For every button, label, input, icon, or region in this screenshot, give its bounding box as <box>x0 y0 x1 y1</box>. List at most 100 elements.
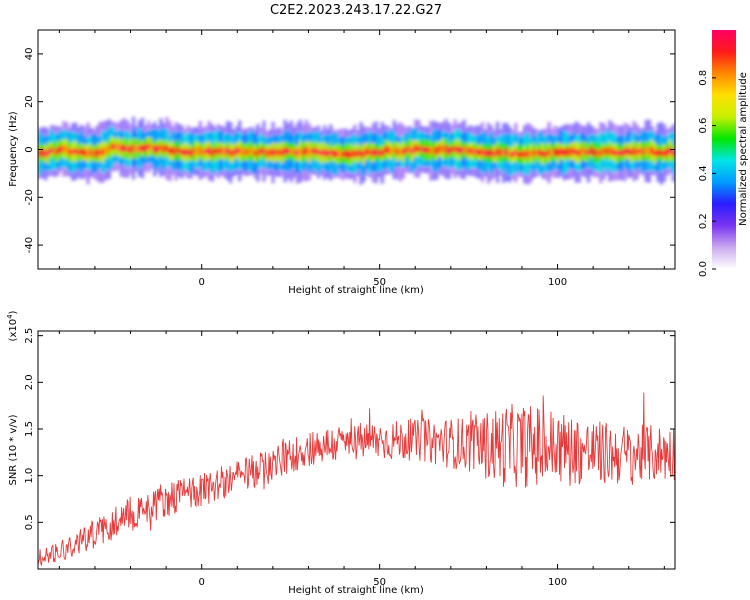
y-tick-label: 20 <box>24 95 35 108</box>
heatmap-cell <box>265 149 269 158</box>
heatmap-cell <box>532 149 536 156</box>
snr-scale-exponent: 4 <box>6 314 14 319</box>
heatmap-cell <box>429 147 433 155</box>
snr-xlabel: Height of straight line (km) <box>288 585 424 596</box>
y-tick-label: 1.5 <box>24 421 35 437</box>
heatmap-cell <box>435 146 439 155</box>
spectrogram-xlabel: Height of straight line (km) <box>288 285 424 296</box>
heatmap-cell <box>104 146 109 155</box>
heatmap-cell <box>244 148 248 156</box>
heatmap-cell <box>89 148 93 157</box>
heatmap-cells <box>38 116 675 185</box>
heatmap-cell <box>222 148 227 157</box>
heatmap-cell <box>589 146 594 155</box>
heatmap-cell <box>159 144 163 152</box>
heatmap-cell <box>583 148 588 156</box>
heatmap-cell <box>623 148 627 156</box>
y-tick-label: 0 <box>24 146 35 152</box>
heatmap-cell <box>553 147 557 156</box>
heatmap-cell <box>134 145 139 153</box>
colorbar-tick-label: 0.6 <box>698 118 709 134</box>
heatmap-cell <box>128 145 133 154</box>
heatmap-cell <box>595 149 600 158</box>
heatmap-cell <box>501 149 506 157</box>
heatmap-cell <box>541 150 545 158</box>
heatmap-cell <box>298 147 303 156</box>
spectrogram-heatmap <box>38 116 675 185</box>
heatmap-cell <box>389 148 394 155</box>
heatmap-cell <box>247 148 251 156</box>
heatmap-peak <box>155 147 161 151</box>
heatmap-cell <box>149 143 154 150</box>
heatmap-peak <box>670 151 675 155</box>
heatmap-cell <box>195 147 199 156</box>
x-tick-label: 100 <box>548 577 567 588</box>
heatmap-peak <box>218 149 225 153</box>
y-tick-label: -20 <box>24 189 35 205</box>
heatmap-cell <box>547 148 551 157</box>
heatmap-cell <box>250 147 254 155</box>
heatmap-cell <box>38 149 42 158</box>
y-tick-label: 0.5 <box>24 514 35 530</box>
heatmap-cell <box>377 149 381 157</box>
heatmap-cell <box>253 150 257 157</box>
x-tick-label: 0 <box>199 577 205 588</box>
colorbar-label: Normalized spectral amplitude <box>738 72 749 226</box>
heatmap-cell <box>174 147 178 156</box>
heatmap-cell <box>441 145 445 153</box>
heatmap-cell <box>77 149 81 156</box>
heatmap-cell <box>192 147 196 155</box>
heatmap-cell <box>171 146 175 155</box>
y-tick-label: 1.0 <box>24 468 35 484</box>
heatmap-cell <box>413 144 418 153</box>
heatmap-cell <box>277 148 281 156</box>
snr-frame <box>37 330 676 570</box>
heatmap-cell <box>662 149 667 157</box>
heatmap-cell <box>198 146 203 155</box>
heatmap-cell <box>331 149 336 158</box>
y-tick-label: 2.0 <box>24 374 35 390</box>
heatmap-cell <box>116 142 121 151</box>
heatmap-cell <box>347 150 351 159</box>
heatmap-cell <box>426 146 430 154</box>
colorbar-gradient <box>712 30 736 269</box>
spectrogram-ylabel: Frequency (Hz) <box>8 111 19 187</box>
x-tick-label: 50 <box>373 577 386 588</box>
heatmap-cell <box>216 148 221 155</box>
heatmap-cell <box>477 148 482 156</box>
heatmap-cell <box>307 148 312 157</box>
heatmap-cell <box>580 147 585 155</box>
heatmap-cell <box>201 149 206 157</box>
chart-title: C2E2.2023.243.17.22.G27 <box>270 3 442 18</box>
heatmap-cell <box>632 146 636 156</box>
heatmap-cell <box>535 148 539 158</box>
heatmap-cell <box>641 148 645 156</box>
heatmap-cell <box>122 144 127 152</box>
snr-ticks: 0 50 100 0.5 1.0 1.5 2.0 2.5 <box>24 328 675 588</box>
spectrogram-panel: 0 50 100 -40 -20 0 20 40 Height of straight lin… <box>8 29 676 296</box>
heatmap-cell <box>629 149 633 156</box>
heatmap-cell <box>489 149 494 157</box>
heatmap-cell <box>383 146 388 155</box>
y-tick-label: 40 <box>24 48 35 61</box>
heatmap-cell <box>110 143 115 150</box>
heatmap-cell <box>592 148 597 157</box>
heatmap-peak <box>164 146 170 150</box>
spectrogram-ticks: 0 50 100 -40 -20 0 20 40 <box>24 30 675 288</box>
heatmap-cell <box>495 148 500 157</box>
heatmap-cell <box>274 149 278 156</box>
heatmap-cell <box>650 146 655 155</box>
heatmap-cell <box>568 147 573 156</box>
heatmap-cell <box>86 150 90 157</box>
heatmap-cell <box>556 148 560 157</box>
heatmap-cell <box>450 146 454 153</box>
colorbar: 0.0 0.2 0.4 0.6 0.8 Normalized spectral ampl… <box>698 30 749 277</box>
heatmap-cell <box>131 144 136 153</box>
heatmap-cell <box>292 149 297 156</box>
heatmap-cell <box>359 150 363 157</box>
heatmap-cell <box>92 150 96 158</box>
snr-ylabel: SNR (10 * v/v) <box>8 414 19 485</box>
heatmap-cell <box>398 148 403 156</box>
